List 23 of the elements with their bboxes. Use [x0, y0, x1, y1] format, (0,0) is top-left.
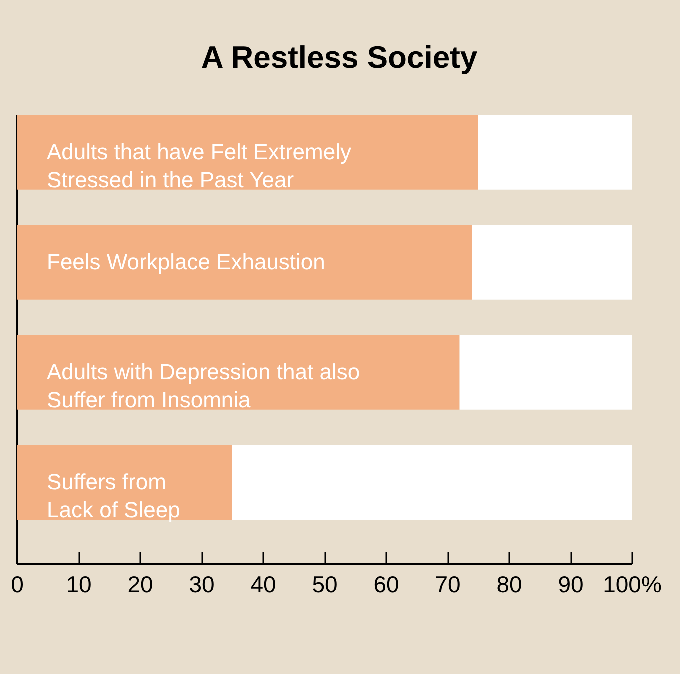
chart-title: A Restless Society: [201, 40, 478, 75]
bar: [478, 115, 632, 190]
bar: [17, 225, 472, 300]
bar: [460, 335, 632, 410]
x-tick-label: 10: [66, 572, 92, 598]
x-tick-label: 40: [250, 572, 276, 598]
x-tick-label: 50: [312, 572, 338, 598]
y-tick-label: Adults that have Felt Extremely Stressed in the Past Year: [47, 139, 352, 192]
x-tick-label: 100%: [603, 572, 662, 598]
x-tick-label: 70: [435, 572, 461, 598]
y-tick-label: Suffers from Lack of Sleep: [47, 470, 180, 523]
x-tick-label: 90: [558, 572, 584, 598]
x-tick-label: 30: [189, 572, 215, 598]
y-tick-label: Adults with Depression that also Suffer from Insomnia: [47, 360, 360, 413]
x-tick-label: 0: [11, 572, 24, 598]
x-tick-label: 20: [128, 572, 154, 598]
bar: [17, 115, 478, 190]
y-tick-label: Feels Workplace Exhaustion: [47, 249, 326, 274]
x-tick-label: 80: [496, 572, 522, 598]
bar: [232, 445, 632, 520]
bar: [17, 335, 460, 410]
bar: [472, 225, 632, 300]
x-tick-label: 60: [374, 572, 400, 598]
